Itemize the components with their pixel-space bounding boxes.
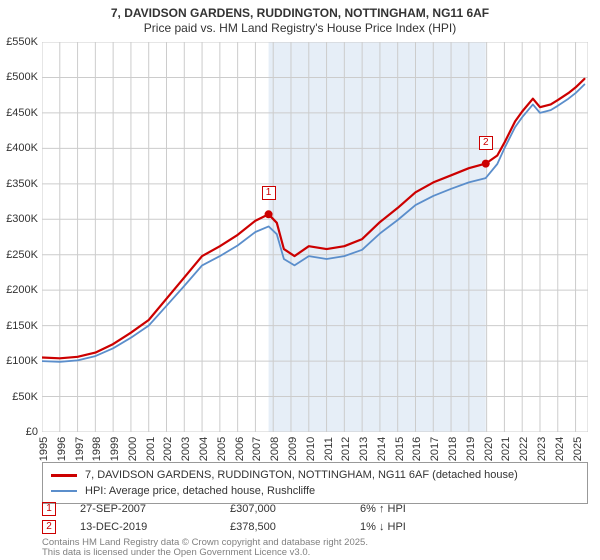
title-subtitle: Price paid vs. HM Land Registry's House …	[0, 21, 600, 35]
x-tick-label: 2023	[536, 434, 548, 464]
x-tick-label: 2025	[572, 434, 584, 464]
sale-marker-box: 2	[479, 136, 493, 150]
sale-marker-box: 1	[262, 186, 276, 200]
x-tick-label: 2009	[287, 434, 299, 464]
x-tick-label: 2020	[483, 434, 495, 464]
legend-label: 7, DAVIDSON GARDENS, RUDDINGTON, NOTTING…	[85, 469, 518, 481]
x-tick-label: 2004	[198, 434, 210, 464]
x-tick-label: 2012	[340, 434, 352, 464]
x-tick-label: 2007	[251, 434, 263, 464]
x-tick-label: 2015	[394, 434, 406, 464]
x-tick-label: 1998	[91, 434, 103, 464]
sale-diff: 1% ↓ HPI	[360, 521, 490, 533]
x-tick-label: 2013	[358, 434, 370, 464]
y-tick-label: £200K	[0, 284, 38, 296]
x-tick-label: 2008	[269, 434, 281, 464]
x-tick-label: 2017	[429, 434, 441, 464]
legend-label: HPI: Average price, detached house, Rush…	[85, 485, 315, 497]
x-tick-label: 2022	[518, 434, 530, 464]
x-tick-label: 2014	[376, 434, 388, 464]
x-tick-label: 1997	[74, 434, 86, 464]
sale-row: 2 13-DEC-2019 £378,500 1% ↓ HPI	[42, 518, 588, 536]
footer-line2: This data is licensed under the Open Gov…	[42, 548, 588, 558]
y-tick-label: £550K	[0, 36, 38, 48]
footer: Contains HM Land Registry data © Crown c…	[42, 538, 588, 559]
chart-container: 7, DAVIDSON GARDENS, RUDDINGTON, NOTTING…	[0, 0, 600, 560]
title-address: 7, DAVIDSON GARDENS, RUDDINGTON, NOTTING…	[0, 6, 600, 20]
x-tick-label: 2005	[216, 434, 228, 464]
sale-date: 27-SEP-2007	[80, 503, 230, 515]
legend-row: 7, DAVIDSON GARDENS, RUDDINGTON, NOTTING…	[51, 467, 579, 483]
y-tick-label: £150K	[0, 320, 38, 332]
x-tick-label: 2024	[554, 434, 566, 464]
y-tick-label: £50K	[0, 391, 38, 403]
y-tick-label: £0	[0, 426, 38, 438]
x-tick-label: 2010	[305, 434, 317, 464]
x-tick-label: 2016	[411, 434, 423, 464]
legend-row: HPI: Average price, detached house, Rush…	[51, 483, 579, 499]
x-tick-label: 1999	[109, 434, 121, 464]
x-tick-label: 2021	[500, 434, 512, 464]
y-tick-label: £250K	[0, 249, 38, 261]
x-tick-label: 1996	[56, 434, 68, 464]
x-tick-label: 2002	[162, 434, 174, 464]
x-tick-label: 2006	[234, 434, 246, 464]
sale-price: £307,000	[230, 503, 360, 515]
title-block: 7, DAVIDSON GARDENS, RUDDINGTON, NOTTING…	[0, 0, 600, 39]
x-tick-label: 2011	[323, 434, 335, 464]
x-tick-label: 2001	[145, 434, 157, 464]
legend-swatch	[51, 490, 77, 492]
sale-row: 1 27-SEP-2007 £307,000 6% ↑ HPI	[42, 500, 588, 518]
sale-marker-1: 1	[42, 502, 56, 516]
sale-price: £378,500	[230, 521, 360, 533]
y-tick-label: £400K	[0, 142, 38, 154]
y-tick-label: £300K	[0, 213, 38, 225]
x-tick-label: 2019	[465, 434, 477, 464]
chart-svg	[42, 42, 588, 432]
x-tick-label: 1995	[38, 434, 50, 464]
y-tick-label: £500K	[0, 71, 38, 83]
y-tick-label: £100K	[0, 355, 38, 367]
chart-area: £0£50K£100K£150K£200K£250K£300K£350K£400…	[42, 42, 588, 432]
y-tick-label: £350K	[0, 178, 38, 190]
sales-table: 1 27-SEP-2007 £307,000 6% ↑ HPI 2 13-DEC…	[42, 500, 588, 536]
x-tick-label: 2000	[127, 434, 139, 464]
legend: 7, DAVIDSON GARDENS, RUDDINGTON, NOTTING…	[42, 462, 588, 504]
sale-date: 13-DEC-2019	[80, 521, 230, 533]
sale-marker-2: 2	[42, 520, 56, 534]
sale-diff: 6% ↑ HPI	[360, 503, 490, 515]
y-tick-label: £450K	[0, 107, 38, 119]
x-tick-label: 2018	[447, 434, 459, 464]
x-tick-label: 2003	[180, 434, 192, 464]
legend-swatch	[51, 474, 77, 477]
